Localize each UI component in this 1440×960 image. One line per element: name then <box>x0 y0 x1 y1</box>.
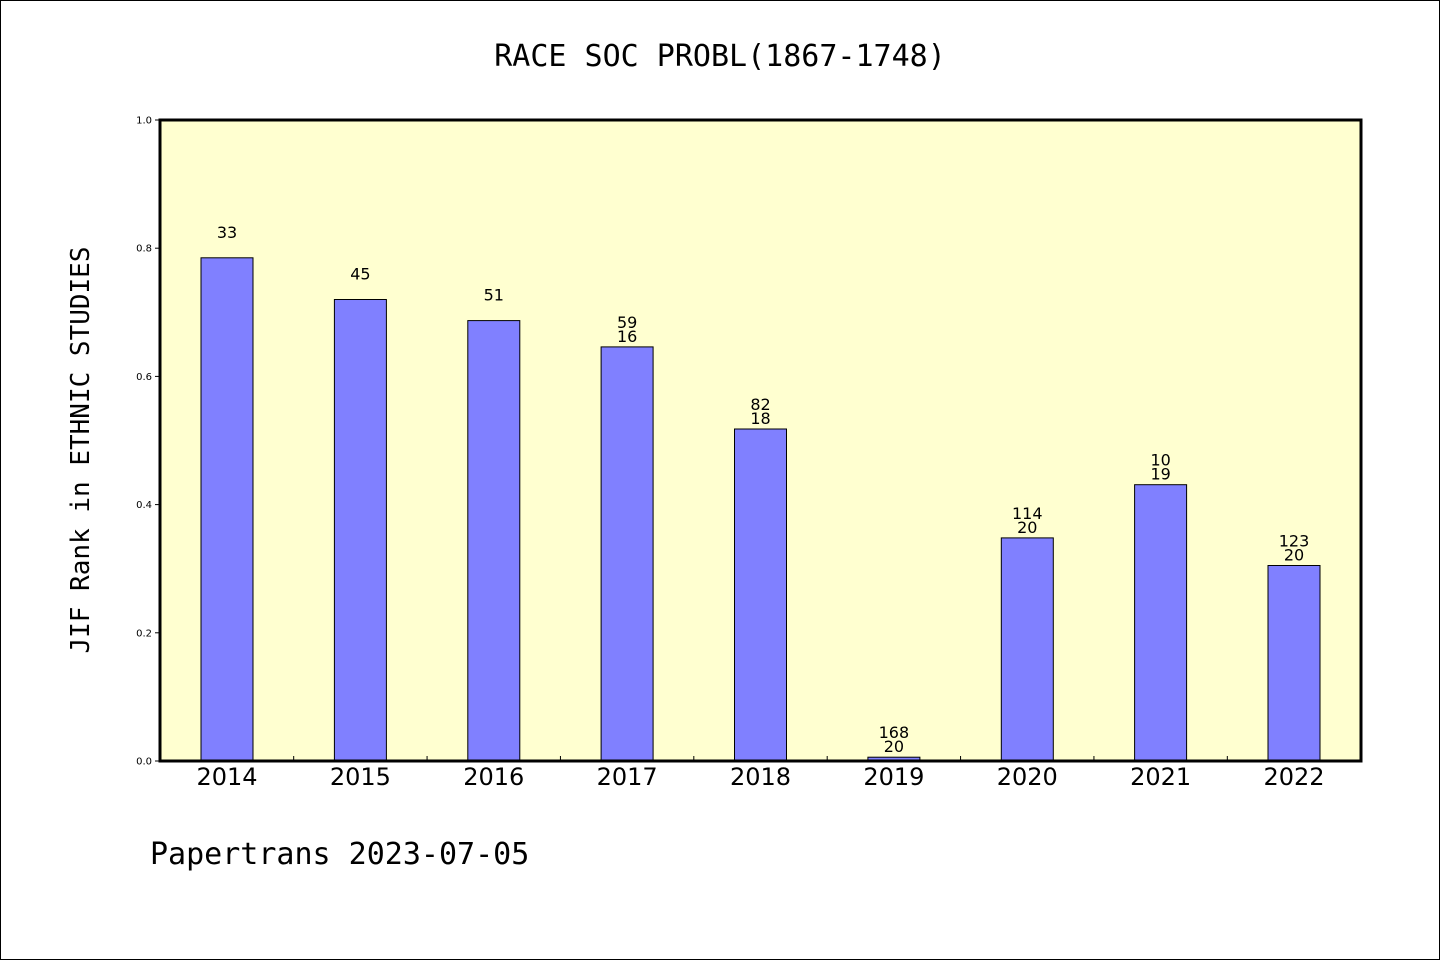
bar-2017 <box>600 346 654 762</box>
bar-label-top-2021: 10 <box>1150 451 1170 470</box>
bar-2015 <box>333 299 387 762</box>
x-tick-label-2022: 2022 <box>1263 763 1324 791</box>
x-tick-label-2014: 2014 <box>196 763 257 791</box>
bar-label-top-2017: 59 <box>617 313 637 332</box>
bar-label-bottom-2017: 16 <box>617 327 637 346</box>
x-tick-label-2018: 2018 <box>730 763 791 791</box>
bar-2020 <box>1000 537 1054 762</box>
bar-label-bottom-2019: 20 <box>884 737 904 756</box>
bar-2022 <box>1267 565 1321 762</box>
chart-title: RACE SOC PROBL(1867-1748) <box>494 39 946 74</box>
footer-text: Papertrans 2023-07-05 <box>150 837 529 872</box>
plot-border <box>158 118 1363 763</box>
bar-label-top-2016: 51 <box>484 286 504 305</box>
x-tick-label-2021: 2021 <box>1130 763 1191 791</box>
x-tick-label-2020: 2020 <box>997 763 1058 791</box>
x-tick-label-2019: 2019 <box>863 763 924 791</box>
y-tick-label-0.2: 0.2 <box>136 628 152 639</box>
bar-2014 <box>200 257 254 762</box>
y-axis-label: JIF Rank in ETHNIC STUDIES <box>66 247 96 654</box>
bar-label-bottom-2022: 20 <box>1284 546 1304 565</box>
bar-label-bottom-2020: 20 <box>1017 518 1037 537</box>
bar-label-top-2019: 168 <box>879 723 910 742</box>
bar-label-bottom-2018: 18 <box>750 409 770 428</box>
bar-label-top-2015: 45 <box>350 265 370 284</box>
bar-2018 <box>734 428 787 762</box>
bar-label-top-2014: 33 <box>217 223 237 242</box>
bar-label-bottom-2021: 19 <box>1150 465 1170 484</box>
x-tick-label-2015: 2015 <box>330 763 391 791</box>
y-tick-label-0.0: 0.0 <box>136 757 152 768</box>
x-tick-label-2017: 2017 <box>597 763 658 791</box>
y-tick-label-0.6: 0.6 <box>136 372 152 383</box>
y-tick-label-0.4: 0.4 <box>136 500 152 511</box>
y-tick-label-0.8: 0.8 <box>136 244 152 255</box>
y-tick-label-1.0: 1.0 <box>136 116 152 127</box>
x-tick-label-2016: 2016 <box>463 763 524 791</box>
bar-2016 <box>467 320 521 762</box>
bar-label-top-2018: 82 <box>750 395 770 414</box>
bar-label-top-2022: 123 <box>1279 532 1310 551</box>
bar-2021 <box>1134 484 1188 762</box>
bar-label-top-2020: 114 <box>1012 504 1043 523</box>
